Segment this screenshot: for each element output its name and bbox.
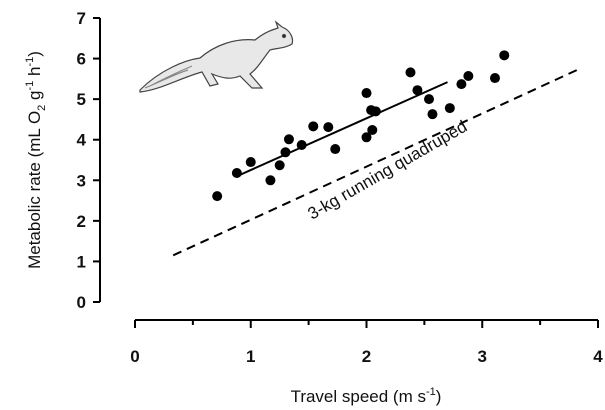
point bbox=[212, 191, 223, 202]
point bbox=[280, 147, 291, 158]
x-axis-label-part: Travel speed (m s bbox=[291, 387, 426, 406]
point bbox=[323, 122, 334, 133]
y-tick-label: 0 bbox=[77, 293, 86, 312]
point bbox=[367, 124, 378, 135]
point bbox=[424, 94, 435, 105]
point bbox=[405, 67, 416, 78]
x-axis-label-part: -1 bbox=[426, 386, 436, 398]
point bbox=[245, 157, 256, 168]
point bbox=[308, 121, 319, 132]
point bbox=[330, 144, 341, 155]
y-axis-label-part: g bbox=[25, 91, 44, 105]
x-axis-label-part: ) bbox=[436, 387, 442, 406]
point bbox=[456, 79, 467, 90]
point bbox=[412, 85, 423, 96]
y-tick-label: 6 bbox=[77, 50, 86, 69]
point bbox=[296, 139, 307, 150]
squirrel-illustration bbox=[139, 20, 294, 93]
x-tick-label: 3 bbox=[478, 347, 487, 366]
y-axis-label-part: 2 bbox=[36, 105, 48, 111]
point bbox=[361, 88, 372, 99]
point bbox=[361, 132, 372, 143]
y-tick-label: 2 bbox=[77, 212, 86, 231]
point bbox=[274, 160, 285, 171]
point bbox=[444, 103, 455, 114]
point bbox=[265, 175, 276, 186]
y-axis-label-part: h bbox=[25, 67, 44, 81]
trend-line bbox=[172, 69, 578, 257]
x-tick-label: 2 bbox=[362, 347, 371, 366]
x-axis-label: Travel speed (m s-1) bbox=[291, 386, 442, 406]
trend-line bbox=[236, 81, 448, 178]
point bbox=[231, 167, 242, 178]
annotation: 3-kg running quadruped bbox=[305, 117, 471, 224]
point bbox=[499, 50, 510, 61]
y-tick-label: 4 bbox=[77, 131, 87, 150]
point bbox=[370, 106, 381, 117]
y-axis-label-part: -1 bbox=[24, 57, 36, 67]
y-axis-label-part: ) bbox=[25, 51, 44, 57]
x-tick-label: 1 bbox=[246, 347, 255, 366]
point bbox=[427, 109, 438, 120]
y-tick-label: 5 bbox=[77, 90, 86, 109]
point bbox=[283, 134, 294, 145]
y-axis-label: Metabolic rate (mL O2 g-1 h-1) bbox=[24, 51, 48, 269]
point bbox=[463, 71, 474, 82]
y-axis-label-part: -1 bbox=[24, 81, 36, 91]
y-tick-label: 1 bbox=[77, 252, 86, 271]
x-tick-label: 4 bbox=[593, 347, 603, 366]
y-tick-label: 3 bbox=[77, 171, 86, 190]
y-tick-label: 7 bbox=[77, 9, 86, 28]
x-tick-label: 0 bbox=[130, 347, 139, 366]
point bbox=[489, 73, 500, 84]
y-axis-label-part: Metabolic rate (mL O bbox=[25, 111, 44, 269]
